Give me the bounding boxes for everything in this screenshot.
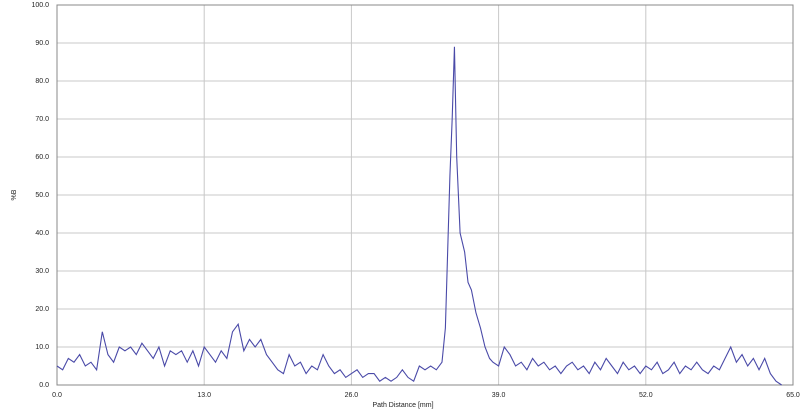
x-tick-label: 39.0 bbox=[492, 392, 506, 399]
data-line bbox=[56, 46, 782, 386]
y-tick-label: 90.0 bbox=[35, 40, 49, 47]
x-tick-label: 13.0 bbox=[197, 392, 211, 399]
y-tick-label: 0.0 bbox=[39, 382, 49, 389]
y-tick-label: 70.0 bbox=[35, 116, 49, 123]
y-tick-label: 30.0 bbox=[35, 268, 49, 275]
y-tick-label: 100.0 bbox=[31, 2, 49, 9]
x-tick-label: 0.0 bbox=[52, 392, 62, 399]
y-tick-label: 40.0 bbox=[35, 230, 49, 237]
x-tick-label: 26.0 bbox=[345, 392, 359, 399]
y-tick-label: 50.0 bbox=[35, 192, 49, 199]
y-tick-label: 20.0 bbox=[35, 306, 49, 313]
x-tick-label: 52.0 bbox=[639, 392, 653, 399]
y-tick-label: 10.0 bbox=[35, 344, 49, 351]
x-tick-label: 65.0 bbox=[786, 392, 800, 399]
plot-frame bbox=[56, 4, 794, 386]
y-tick-label: 60.0 bbox=[35, 154, 49, 161]
x-axis-label: Path Distance [mm] bbox=[372, 402, 433, 409]
y-tick-label: 80.0 bbox=[35, 78, 49, 85]
y-axis-label: %B bbox=[11, 189, 18, 200]
